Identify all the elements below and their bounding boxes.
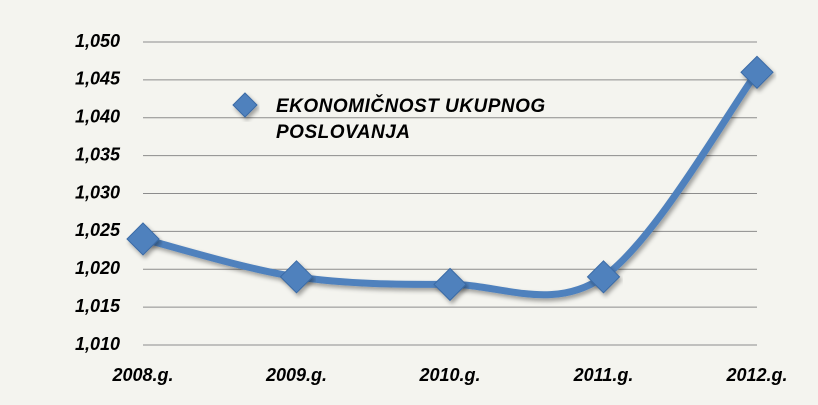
x-tick-label: 2010.g. xyxy=(418,365,480,385)
y-tick-label: 1,040 xyxy=(75,107,120,127)
marker xyxy=(279,260,314,294)
x-tick-label: 2012.g. xyxy=(725,365,787,385)
marker xyxy=(740,55,774,90)
marker xyxy=(433,267,467,302)
marker xyxy=(126,222,160,256)
series-line xyxy=(139,68,761,299)
x-tick-label: 2008.g. xyxy=(111,365,173,385)
y-tick-label: 1,015 xyxy=(75,296,121,316)
x-tick-label: 2009.g. xyxy=(265,365,327,385)
y-tick-label: 1,010 xyxy=(75,334,120,354)
marker xyxy=(586,260,621,294)
y-tick-label: 1,025 xyxy=(75,220,121,240)
y-tick-label: 1,050 xyxy=(75,31,120,51)
legend-label: EKONOMIČNOST UKUPNOG POSLOVANJA xyxy=(276,96,546,143)
y-tick-label: 1,035 xyxy=(75,144,121,164)
y-tick-label: 1,030 xyxy=(75,182,120,202)
y-tick-label: 1,045 xyxy=(75,69,121,89)
y-tick-label: 1,020 xyxy=(75,258,120,278)
legend-marker xyxy=(232,92,258,118)
x-tick-label: 2011.g. xyxy=(573,365,634,385)
